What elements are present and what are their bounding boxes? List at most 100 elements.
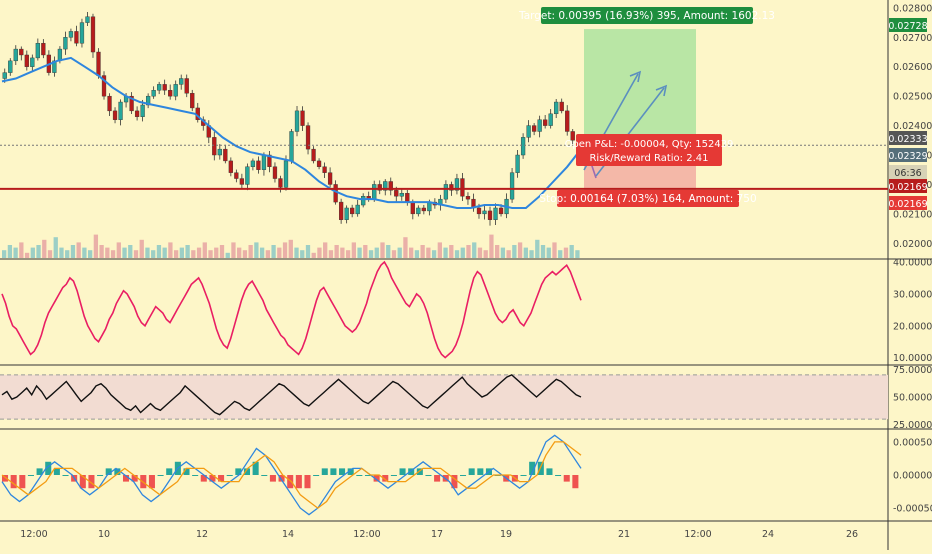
candle-body — [96, 51, 101, 76]
candle-body — [13, 48, 18, 62]
candle-body — [239, 178, 245, 185]
price-badge-label: 0.02169 — [888, 199, 927, 210]
volume-bar — [145, 247, 150, 258]
volume-bar — [305, 245, 311, 258]
volume-bar — [426, 247, 431, 258]
candle-body — [338, 201, 344, 220]
volume-bar — [82, 247, 87, 258]
candle-body — [212, 137, 217, 156]
volume-bars — [2, 234, 580, 258]
volume-bar — [380, 242, 385, 258]
histogram-bar — [148, 475, 155, 489]
candle-body — [361, 196, 366, 206]
volume-bar — [156, 245, 162, 258]
candle-body — [107, 95, 112, 112]
rsi-band — [0, 374, 888, 420]
pnl-label: Open P&L: -0.00004, Qty: 152439 — [565, 139, 734, 150]
volume-bar — [53, 237, 58, 258]
histogram-bar — [537, 461, 544, 475]
candle-body — [322, 166, 327, 173]
candle-body — [74, 31, 79, 44]
oscillator-tick-label: 20.0000 — [893, 321, 932, 332]
histogram-bar — [105, 468, 112, 475]
candle-body — [63, 37, 68, 50]
price-tick-label: 0.02400 — [893, 121, 932, 132]
volume-bar — [219, 245, 225, 258]
time-tick-label: 14 — [282, 529, 294, 540]
volume-bar — [42, 239, 47, 258]
histogram-bar — [434, 475, 441, 482]
histogram-bar — [563, 475, 570, 482]
candle-body — [300, 110, 305, 126]
stop-badge-box — [557, 190, 739, 207]
candle-body — [465, 196, 471, 200]
volume-bar — [517, 242, 523, 258]
stop-badge[interactable]: Stop: 0.00164 (7.03%) 164, Amount: 750 — [539, 190, 757, 207]
target-zone[interactable] — [584, 29, 696, 146]
candle-body — [399, 193, 404, 197]
oscillator-axis[interactable]: 40.0000 30.0000 20.0000 10.0000 — [893, 258, 932, 365]
histogram-bar — [243, 468, 251, 475]
candle-body — [85, 16, 90, 23]
candle-body — [278, 178, 283, 188]
volume-bar — [30, 247, 35, 258]
volume-bar — [489, 234, 494, 258]
candle-body — [234, 172, 239, 179]
volume-bar — [191, 250, 196, 258]
price-axis[interactable]: 0.028000.027000.026000.025000.024000.023… — [893, 3, 932, 249]
histogram-bar — [10, 475, 17, 489]
macd-axis[interactable]: 0.00050 0.00000 -0.00050 — [893, 437, 932, 514]
candle-body — [272, 166, 278, 179]
macd-tick-label: -0.00050 — [893, 504, 932, 515]
volume-bar — [374, 247, 379, 258]
volume-bar — [133, 250, 139, 258]
volume-bar — [454, 250, 460, 258]
time-axis[interactable]: 12:00 10 12 14 12:00 17 19 21 12:00 24 26 — [20, 529, 858, 540]
time-tick-label: 12:00 — [684, 529, 711, 540]
candle-body — [228, 160, 233, 173]
candle-body — [129, 95, 134, 112]
histogram-bar — [295, 475, 302, 489]
candle-body — [543, 119, 548, 126]
volume-bar — [225, 252, 230, 258]
candle-body — [190, 93, 195, 109]
histogram-bar — [416, 468, 423, 475]
histogram-bar — [399, 468, 406, 475]
candle-body — [554, 101, 559, 115]
candle-body — [509, 172, 515, 200]
histogram-bar — [157, 475, 164, 476]
candle-body — [316, 160, 322, 167]
candle-body — [118, 101, 123, 120]
time-tick-label: 10 — [98, 529, 110, 540]
volume-bar — [397, 247, 402, 258]
volume-bar — [523, 247, 528, 258]
target-badge[interactable]: Target: 0.00395 (16.93%) 395, Amount: 16… — [518, 7, 775, 24]
histogram-bar — [313, 475, 320, 476]
volume-bar — [196, 247, 202, 258]
candle-body — [90, 16, 96, 53]
rsi-tick-label: 25.0000 — [893, 420, 932, 431]
histogram-bar — [200, 475, 207, 482]
time-tick-label: 26 — [846, 529, 858, 540]
time-tick-label: 12:00 — [20, 529, 47, 540]
candle-body — [493, 207, 498, 220]
volume-bar — [317, 247, 322, 258]
price-tick-label: 0.02000 — [893, 239, 932, 250]
volume-bar — [512, 245, 517, 258]
volume-bar — [386, 245, 391, 258]
candle-body — [570, 131, 575, 141]
candle-body — [19, 48, 24, 56]
volume-bar — [70, 245, 76, 258]
histogram-bar — [287, 475, 294, 489]
candle-body — [134, 110, 140, 117]
volume-bar — [282, 242, 288, 258]
volume-bar — [13, 247, 18, 258]
oscillator-tick-label: 30.0000 — [893, 289, 932, 300]
pnl-badge[interactable]: Open P&L: -0.00004, Qty: 152439 Risk/Rew… — [565, 134, 734, 166]
rsi-axis[interactable]: 75.0000 50.0000 25.0000 — [893, 365, 932, 431]
price-badge-box — [889, 131, 927, 145]
candle-body — [283, 160, 289, 188]
volume-bar — [202, 242, 207, 258]
